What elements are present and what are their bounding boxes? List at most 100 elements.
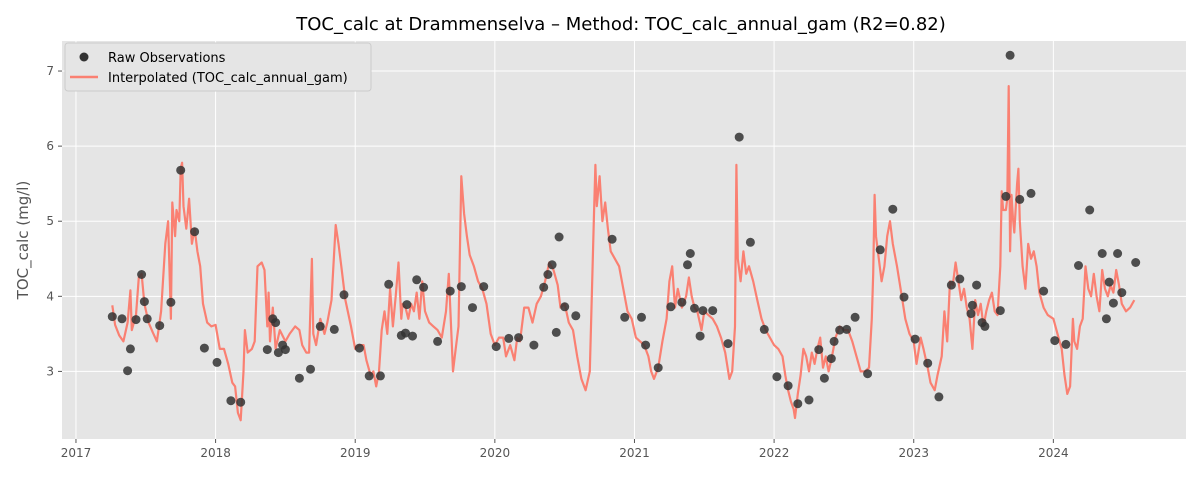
observation-point [666, 302, 676, 312]
observation-point [1097, 249, 1107, 258]
observation-point [1005, 50, 1015, 60]
observation-point [685, 249, 695, 258]
observation-point [504, 333, 514, 343]
observation-point [315, 321, 325, 331]
observation-point [1131, 258, 1141, 267]
observation-point [479, 282, 489, 292]
observation-point [412, 275, 422, 285]
observation-point [401, 328, 410, 338]
observation-point [433, 336, 443, 346]
y-tick-label: 3 [46, 364, 54, 378]
observation-point [783, 381, 793, 391]
observation-point [1001, 191, 1011, 201]
observation-point [554, 232, 564, 242]
x-tick-label: 2024 [1038, 446, 1069, 460]
observation-point [814, 345, 824, 355]
observation-point [560, 302, 570, 312]
legend: Raw Observations Interpolated (TOC_calc_… [64, 42, 372, 92]
observation-point [273, 348, 283, 358]
observation-point [967, 300, 977, 310]
observation-point [677, 297, 687, 307]
observation-point [683, 260, 692, 270]
observation-point [759, 324, 769, 334]
observation-point [1074, 261, 1083, 270]
observation-point [262, 345, 272, 355]
observation-point [690, 303, 699, 313]
observation-point [125, 344, 135, 354]
observation-point [107, 312, 117, 322]
observation-point [772, 372, 782, 382]
observation-point [875, 245, 885, 255]
x-tick-label: 2023 [898, 446, 929, 460]
observation-point [364, 371, 374, 381]
x-tick-label: 2019 [340, 446, 371, 460]
y-axis-ticks: 3 4 5 6 7 [46, 64, 62, 378]
legend-box [64, 42, 372, 92]
observation-point [155, 321, 165, 331]
observation-point [408, 331, 417, 341]
observation-point [804, 395, 814, 405]
observation-point [708, 306, 718, 316]
observation-point [123, 366, 133, 376]
observation-point [190, 227, 200, 237]
observation-point [1117, 288, 1127, 298]
observation-point [384, 279, 394, 289]
observation-point [723, 339, 733, 349]
observation-point [142, 314, 152, 324]
y-tick-label: 7 [46, 64, 54, 78]
observation-point [1101, 314, 1111, 324]
observation-point [698, 306, 708, 316]
observation-point [1104, 277, 1114, 287]
observation-point [995, 306, 1005, 316]
observation-point [445, 286, 455, 296]
observation-point [539, 282, 549, 292]
chart-title: TOC_calc at Drammenselva – Method: TOC_c… [295, 14, 946, 35]
observation-point [829, 336, 839, 346]
x-tick-label: 2017 [61, 446, 92, 460]
observation-point [980, 321, 990, 331]
observation-point [1015, 194, 1025, 204]
x-axis-ticks: 2017 2018 2019 2020 2021 2022 2023 2024 [61, 439, 1069, 460]
observation-point [934, 392, 944, 402]
y-tick-label: 4 [46, 289, 54, 303]
observation-point [236, 397, 246, 407]
observation-point [1039, 286, 1049, 296]
observation-point [1061, 339, 1071, 349]
observation-point [402, 300, 412, 310]
observation-point [199, 343, 209, 353]
observation-point [842, 324, 852, 334]
x-tick-label: 2022 [759, 446, 790, 460]
observation-point [888, 204, 898, 214]
observation-point [468, 303, 477, 313]
observation-point [637, 312, 646, 322]
observation-point [226, 396, 236, 406]
observation-point [306, 364, 315, 374]
observation-point [910, 334, 920, 344]
observation-point [514, 333, 524, 343]
observation-point [1050, 336, 1060, 346]
observation-point [547, 260, 557, 270]
y-tick-label: 5 [46, 214, 54, 228]
observation-point [835, 325, 845, 335]
observation-point [819, 373, 829, 383]
y-axis-title: TOC_calc (mg/l) [14, 181, 33, 301]
observation-point [176, 165, 186, 175]
y-tick-label: 6 [46, 139, 54, 153]
observation-point [456, 282, 466, 292]
observation-point [491, 342, 501, 352]
observation-point [280, 345, 290, 355]
observation-point [1108, 298, 1118, 308]
observation-point [793, 399, 803, 409]
observation-point [745, 237, 755, 247]
legend-observations-marker [79, 52, 89, 62]
legend-observations-label: Raw Observations [108, 51, 226, 66]
observation-point [529, 340, 539, 350]
observation-point [734, 132, 744, 142]
observation-point [641, 340, 651, 350]
observation-point [339, 290, 349, 300]
observation-point [972, 280, 982, 290]
observation-point [271, 318, 281, 328]
observation-point [166, 297, 176, 307]
